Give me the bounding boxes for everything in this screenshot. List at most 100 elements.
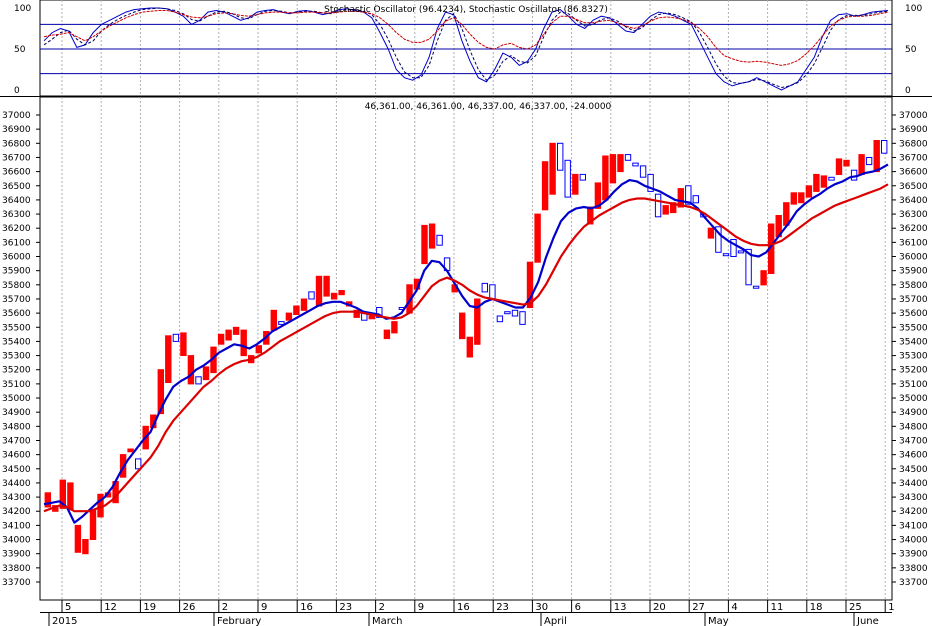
y-tick-label-left: 35300 (2, 352, 31, 362)
candle-down (391, 321, 398, 334)
candle-down (466, 336, 474, 358)
y-tick-label-right: 34400 (899, 479, 928, 489)
y-tick-label-left: 35200 (2, 366, 31, 376)
y-tick-label-right: 36600 (899, 168, 928, 178)
month-label: February (217, 616, 261, 626)
y-tick-label-left: 34200 (2, 507, 31, 517)
y-tick-label-right: 34900 (899, 408, 928, 418)
candle-up (376, 307, 383, 318)
y-tick-label-right: 36500 (899, 182, 928, 192)
month-label: March (372, 616, 402, 626)
x-tick-label: 9 (261, 602, 267, 613)
candle-down (549, 142, 556, 195)
y-tick-label-right: 37000 (899, 111, 928, 121)
candle-up (557, 142, 564, 171)
y-tick-label-right: 34300 (899, 493, 928, 503)
month-label: 2015 (52, 616, 77, 626)
osc-tick-label-right: 50 (905, 45, 917, 55)
candle-down (534, 213, 541, 263)
y-tick-label-right: 34600 (899, 451, 928, 461)
y-tick-label-right: 36000 (899, 253, 928, 263)
candle-down (572, 173, 579, 195)
y-tick-label-left: 35400 (2, 337, 31, 347)
candle-up (172, 333, 180, 342)
x-tick-label: 9 (418, 602, 424, 613)
candle-down (165, 335, 172, 383)
y-tick-label-left: 36800 (2, 139, 31, 149)
osc-tick-label-left: 0 (14, 86, 20, 96)
osc-tick-label-left: 100 (14, 4, 31, 14)
x-tick-label: 30 (535, 602, 548, 613)
moving-average-line (43, 163, 889, 524)
y-tick-label-left: 36600 (2, 168, 31, 178)
y-tick-label-left: 33800 (2, 564, 31, 574)
month-label: April (544, 616, 567, 626)
candle-up (489, 284, 496, 300)
y-tick-label-left: 35600 (2, 309, 31, 319)
y-tick-label-right: 36300 (899, 210, 928, 220)
y-tick-label-left: 36100 (2, 238, 31, 248)
y-tick-label-left: 34500 (2, 465, 31, 475)
candle-up (692, 195, 699, 204)
candle-up (752, 285, 760, 289)
y-tick-label-right: 35300 (899, 352, 928, 362)
candle-up (308, 291, 315, 300)
candle-down (338, 290, 345, 296)
candle-down (421, 224, 428, 265)
candle-down (677, 188, 684, 208)
x-tick-label: 23 (496, 602, 509, 613)
y-tick-label-left: 36000 (2, 253, 31, 263)
y-tick-label-right: 36900 (899, 125, 928, 135)
y-tick-label-right: 34100 (899, 521, 928, 531)
osc-series-line (43, 10, 889, 66)
candle-up (654, 193, 662, 218)
candle-down (82, 539, 89, 555)
candle-up (745, 248, 752, 286)
y-tick-label-left: 35800 (2, 281, 31, 291)
y-tick-label-left: 35700 (2, 295, 31, 305)
candle-up (519, 311, 526, 325)
y-tick-label-right: 35200 (899, 366, 928, 376)
x-tick-label: 16 (300, 602, 313, 613)
osc-tick-label-left: 50 (14, 45, 26, 55)
candle-up (828, 176, 835, 181)
candle-down (783, 202, 790, 226)
y-tick-label-left: 35500 (2, 323, 31, 333)
osc-series-line (43, 7, 889, 89)
candle-down (157, 369, 165, 415)
candle-down (353, 309, 360, 318)
y-tick-label-right: 33900 (899, 550, 928, 560)
y-tick-label-left: 33700 (2, 578, 31, 588)
candle-up (722, 253, 730, 257)
y-tick-label-right: 35800 (899, 281, 928, 291)
x-tick-label: 27 (692, 602, 705, 613)
candle-down (240, 329, 247, 357)
candle-down (300, 298, 308, 311)
candle-up (504, 311, 511, 315)
candle-down (459, 312, 466, 340)
y-tick-label-right: 33700 (899, 578, 928, 588)
candle-down (707, 227, 715, 239)
y-tick-label-left: 35900 (2, 267, 31, 277)
x-tick-label: 11 (771, 602, 784, 613)
osc-tick-label-right: 100 (905, 4, 922, 14)
y-tick-label-left: 36200 (2, 224, 31, 234)
y-tick-label-right: 35600 (899, 309, 928, 319)
candle-down (587, 206, 594, 225)
candle-down (835, 158, 843, 175)
candle-up (624, 154, 632, 161)
x-tick-label: 1 (888, 602, 894, 613)
x-tick-label: 16 (457, 602, 470, 613)
candle-up (685, 185, 692, 205)
candle-up (715, 226, 722, 253)
candle-down (798, 192, 805, 204)
x-tick-label: 18 (810, 602, 823, 613)
y-tick-label-left: 36900 (2, 125, 31, 135)
candle-down (368, 315, 376, 320)
y-tick-label-left: 33900 (2, 550, 31, 560)
candle-up (639, 165, 647, 178)
candle-down (541, 161, 549, 211)
month-label: May (708, 616, 729, 626)
y-tick-label-left: 34100 (2, 521, 31, 531)
x-tick-label: 2 (222, 602, 228, 613)
